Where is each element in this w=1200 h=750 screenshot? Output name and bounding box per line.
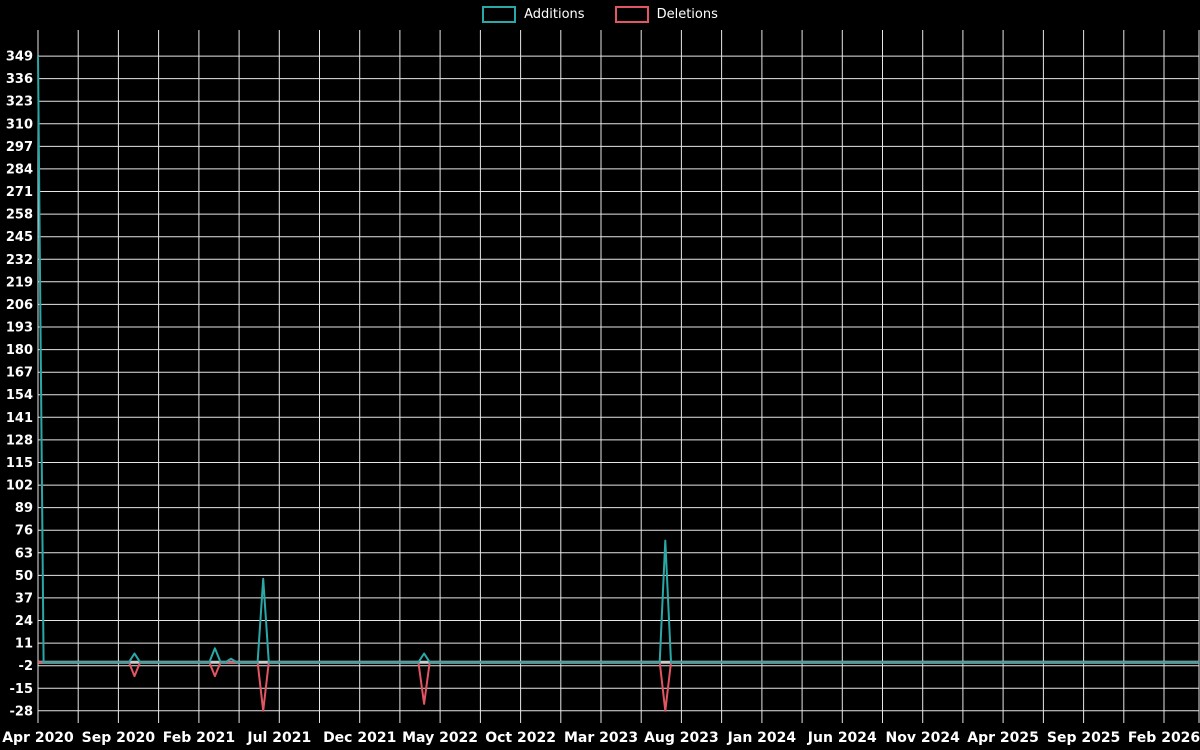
legend-item-deletions[interactable]: Deletions: [614, 6, 718, 23]
svg-text:76: 76: [15, 524, 33, 539]
svg-text:115: 115: [6, 456, 33, 471]
svg-text:102: 102: [6, 479, 33, 494]
legend-item-additions[interactable]: Additions: [482, 6, 585, 23]
svg-text:206: 206: [6, 298, 33, 313]
svg-text:310: 310: [6, 117, 33, 132]
svg-text:Nov 2024: Nov 2024: [886, 730, 961, 746]
svg-text:63: 63: [15, 546, 33, 561]
svg-text:Jun 2024: Jun 2024: [807, 730, 877, 746]
deletions-swatch-icon: [614, 6, 649, 23]
svg-text:37: 37: [15, 591, 33, 606]
y-axis-tick-labels: 349 336 323 310 297 284 271 258 245 232 219 206 193 1…: [6, 50, 33, 720]
svg-text:284: 284: [6, 162, 33, 177]
svg-text:May 2022: May 2022: [402, 730, 478, 746]
svg-text:Mar 2023: Mar 2023: [564, 730, 638, 746]
svg-text:50: 50: [15, 569, 33, 584]
additions-swatch-icon: [482, 6, 517, 23]
gridlines: [37, 30, 1200, 723]
svg-text:89: 89: [15, 501, 33, 516]
svg-text:Aug 2023: Aug 2023: [644, 730, 719, 746]
x-axis-tick-labels: Apr 2020 Sep 2020 Feb 2021 Jul 2021 Dec 2021…: [2, 730, 1200, 746]
svg-text:24: 24: [15, 614, 33, 629]
svg-text:232: 232: [6, 253, 33, 268]
svg-text:Feb 2021: Feb 2021: [163, 730, 235, 746]
legend-label-deletions: Deletions: [656, 7, 718, 22]
svg-text:154: 154: [6, 388, 33, 403]
svg-text:258: 258: [6, 208, 33, 223]
svg-text:-15: -15: [10, 682, 34, 697]
svg-text:Jul 2021: Jul 2021: [246, 730, 311, 746]
svg-text:Sep 2025: Sep 2025: [1047, 730, 1120, 746]
svg-text:141: 141: [6, 411, 33, 426]
legend-label-additions: Additions: [524, 7, 585, 22]
svg-text:323: 323: [6, 95, 33, 110]
svg-text:Jan 2024: Jan 2024: [727, 730, 797, 746]
deletions-line: [38, 661, 1199, 712]
svg-text:271: 271: [6, 185, 33, 200]
svg-text:-28: -28: [10, 704, 34, 719]
svg-text:128: 128: [6, 433, 33, 448]
svg-text:Feb 2026: Feb 2026: [1128, 730, 1200, 746]
svg-text:Sep 2020: Sep 2020: [82, 730, 156, 746]
svg-text:Apr 2025: Apr 2025: [967, 730, 1039, 746]
svg-text:336: 336: [6, 72, 33, 87]
svg-text:349: 349: [6, 50, 33, 65]
svg-text:Apr 2020: Apr 2020: [2, 730, 74, 746]
svg-text:Dec 2021: Dec 2021: [323, 730, 396, 746]
svg-text:193: 193: [6, 321, 33, 336]
svg-text:167: 167: [6, 366, 33, 381]
svg-text:245: 245: [6, 230, 33, 245]
additions-line: [37, 56, 1199, 664]
svg-text:180: 180: [6, 343, 33, 358]
svg-text:-2: -2: [19, 659, 33, 674]
svg-text:Oct 2022: Oct 2022: [485, 730, 556, 746]
svg-text:219: 219: [6, 275, 33, 290]
svg-text:11: 11: [15, 637, 33, 652]
chart-legend: Additions Deletions: [0, 6, 1200, 23]
svg-text:297: 297: [6, 140, 33, 155]
